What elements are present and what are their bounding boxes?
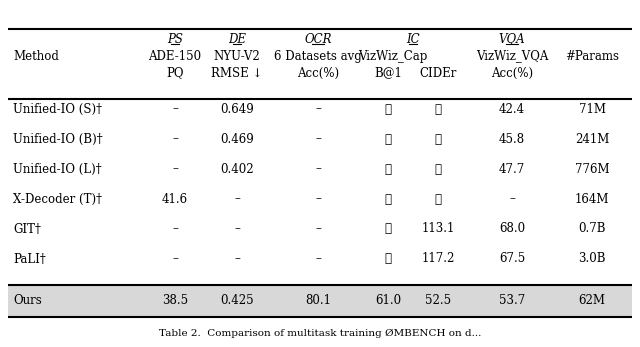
Text: 0.425: 0.425 — [220, 295, 254, 307]
Text: CIDEr: CIDEr — [419, 67, 457, 79]
Text: –: – — [234, 222, 240, 236]
Text: RMSE ↓: RMSE ↓ — [211, 67, 262, 79]
Text: ★: ★ — [385, 253, 392, 265]
Text: 53.7: 53.7 — [499, 295, 525, 307]
Text: 61.0: 61.0 — [375, 295, 401, 307]
Text: –: – — [172, 222, 178, 236]
Text: –: – — [315, 102, 321, 116]
Text: 241M: 241M — [575, 133, 609, 145]
Text: DE: DE — [228, 33, 246, 45]
Text: 0.469: 0.469 — [220, 133, 254, 145]
Text: IC: IC — [406, 33, 420, 45]
Text: –: – — [172, 102, 178, 116]
Text: 41.6: 41.6 — [162, 193, 188, 205]
Bar — [8, 285, 632, 317]
Text: –: – — [315, 222, 321, 236]
Text: 71M: 71M — [579, 102, 605, 116]
Text: Unified-IO (L)†: Unified-IO (L)† — [13, 162, 102, 176]
Text: 0.402: 0.402 — [220, 162, 254, 176]
Text: 38.5: 38.5 — [162, 295, 188, 307]
Text: Unified-IO (S)†: Unified-IO (S)† — [13, 102, 102, 116]
Text: 6 Datasets avg: 6 Datasets avg — [274, 50, 362, 62]
Text: 68.0: 68.0 — [499, 222, 525, 236]
Text: –: – — [315, 193, 321, 205]
Text: –: – — [315, 162, 321, 176]
Text: Acc(%): Acc(%) — [297, 67, 339, 79]
Text: Method: Method — [13, 50, 59, 62]
Text: ADE-150: ADE-150 — [148, 50, 202, 62]
Text: PS: PS — [167, 33, 183, 45]
Text: PQ: PQ — [166, 67, 184, 79]
Text: ★: ★ — [385, 222, 392, 236]
Text: –: – — [172, 133, 178, 145]
Text: PaLI†: PaLI† — [13, 253, 45, 265]
Text: NYU-V2: NYU-V2 — [214, 50, 260, 62]
Text: Ours: Ours — [13, 295, 42, 307]
Text: –: – — [172, 253, 178, 265]
Text: ★: ★ — [435, 102, 442, 116]
Text: 776M: 776M — [575, 162, 609, 176]
Text: –: – — [315, 253, 321, 265]
Text: ★: ★ — [385, 162, 392, 176]
Text: ★: ★ — [385, 193, 392, 205]
Text: –: – — [315, 133, 321, 145]
Text: 164M: 164M — [575, 193, 609, 205]
Text: 42.4: 42.4 — [499, 102, 525, 116]
Text: 0.649: 0.649 — [220, 102, 254, 116]
Text: ★: ★ — [435, 133, 442, 145]
Text: 67.5: 67.5 — [499, 253, 525, 265]
Text: 62M: 62M — [579, 295, 605, 307]
Text: ★: ★ — [435, 193, 442, 205]
Text: ★: ★ — [435, 162, 442, 176]
Text: –: – — [509, 193, 515, 205]
Text: 47.7: 47.7 — [499, 162, 525, 176]
Text: 52.5: 52.5 — [425, 295, 451, 307]
Text: X-Decoder (T)†: X-Decoder (T)† — [13, 193, 102, 205]
Text: VizWiz_Cap: VizWiz_Cap — [358, 50, 428, 62]
Text: ★: ★ — [385, 102, 392, 116]
Text: 80.1: 80.1 — [305, 295, 331, 307]
Text: VizWiz_VQA: VizWiz_VQA — [476, 50, 548, 62]
Text: #Params: #Params — [565, 50, 619, 62]
Text: Unified-IO (B)†: Unified-IO (B)† — [13, 133, 102, 145]
Text: GIT†: GIT† — [13, 222, 41, 236]
Text: B@1: B@1 — [374, 67, 402, 79]
Text: 3.0B: 3.0B — [579, 253, 605, 265]
Text: 113.1: 113.1 — [421, 222, 454, 236]
Text: 45.8: 45.8 — [499, 133, 525, 145]
Text: Acc(%): Acc(%) — [491, 67, 533, 79]
Text: OCR: OCR — [304, 33, 332, 45]
Text: 0.7B: 0.7B — [579, 222, 605, 236]
Text: 117.2: 117.2 — [421, 253, 454, 265]
Text: VQA: VQA — [499, 33, 525, 45]
Text: –: – — [172, 162, 178, 176]
Text: –: – — [234, 253, 240, 265]
Text: ★: ★ — [385, 133, 392, 145]
Text: –: – — [234, 193, 240, 205]
Text: Table 2.  Comparison of multitask training ØMBENCH on d...: Table 2. Comparison of multitask trainin… — [159, 328, 481, 338]
